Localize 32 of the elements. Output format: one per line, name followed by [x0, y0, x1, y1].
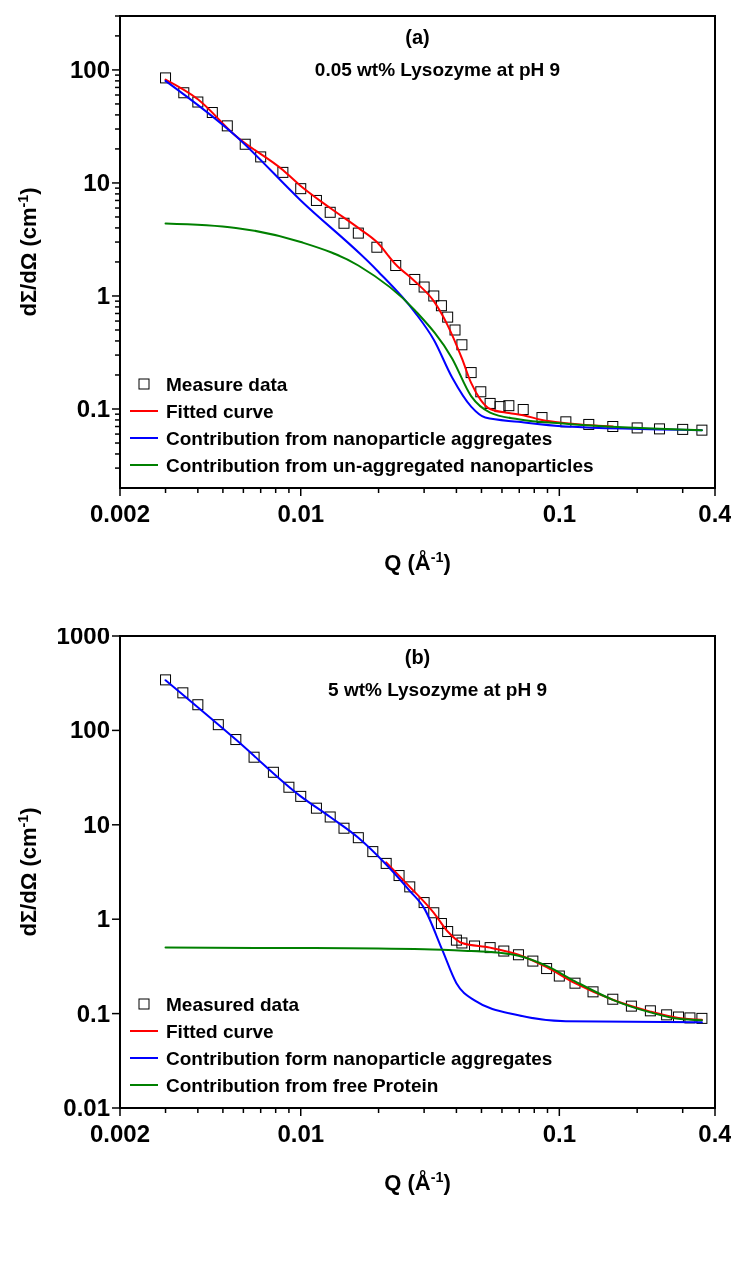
x-tick-label: 0.4	[698, 500, 733, 527]
y-tick-label: 1000	[56, 622, 110, 649]
x-tick-label: 0.4	[698, 1120, 733, 1147]
legend-label: Fitted curve	[166, 1021, 274, 1042]
legend-label: Fitted curve	[166, 401, 274, 422]
y-tick-label: 10	[83, 168, 110, 196]
text: (a)	[405, 26, 430, 48]
x-tick-label: 0.1	[542, 1120, 577, 1147]
x-axis-title: Q (Å$^{-1}$)	[384, 1169, 451, 1195]
legend-label: Measured data	[166, 994, 300, 1015]
y-tick-label: 100	[69, 716, 110, 744]
x-tick-label: 0.002	[89, 500, 151, 527]
y-tick-label: 1	[96, 281, 110, 309]
text: (b)	[404, 646, 431, 668]
x-axis-title: Q (Å$^{-1}$)	[384, 549, 451, 575]
legend-label: Contribution form nanoparticle aggregates	[166, 1048, 553, 1069]
legend-label: Contribution from free Protein	[166, 1075, 439, 1096]
y-tick-label: 0.1	[76, 999, 110, 1027]
x-tick-label: 0.01	[277, 1120, 325, 1147]
y-tick-label: 100	[69, 55, 110, 83]
y-tick-label: 1	[96, 905, 110, 933]
legend-label: Contribution from un-aggregated nanoparticles	[166, 455, 594, 476]
x-tick-label: 0.002	[89, 1120, 151, 1147]
legend-label: Measure data	[166, 374, 288, 395]
y-tick-label: 10	[83, 810, 110, 838]
x-tick-label: 0.01	[277, 500, 325, 527]
y-tick-label: 0.01	[63, 1094, 110, 1121]
text: 5 wt% Lysozyme at pH 9	[328, 679, 547, 700]
legend-label: Contribution from nanoparticle aggregates	[166, 428, 553, 449]
y-tick-label: 0.1	[76, 395, 110, 422]
x-tick-label: 0.1	[542, 500, 577, 527]
text: 0.05 wt% Lysozyme at pH 9	[314, 59, 561, 80]
